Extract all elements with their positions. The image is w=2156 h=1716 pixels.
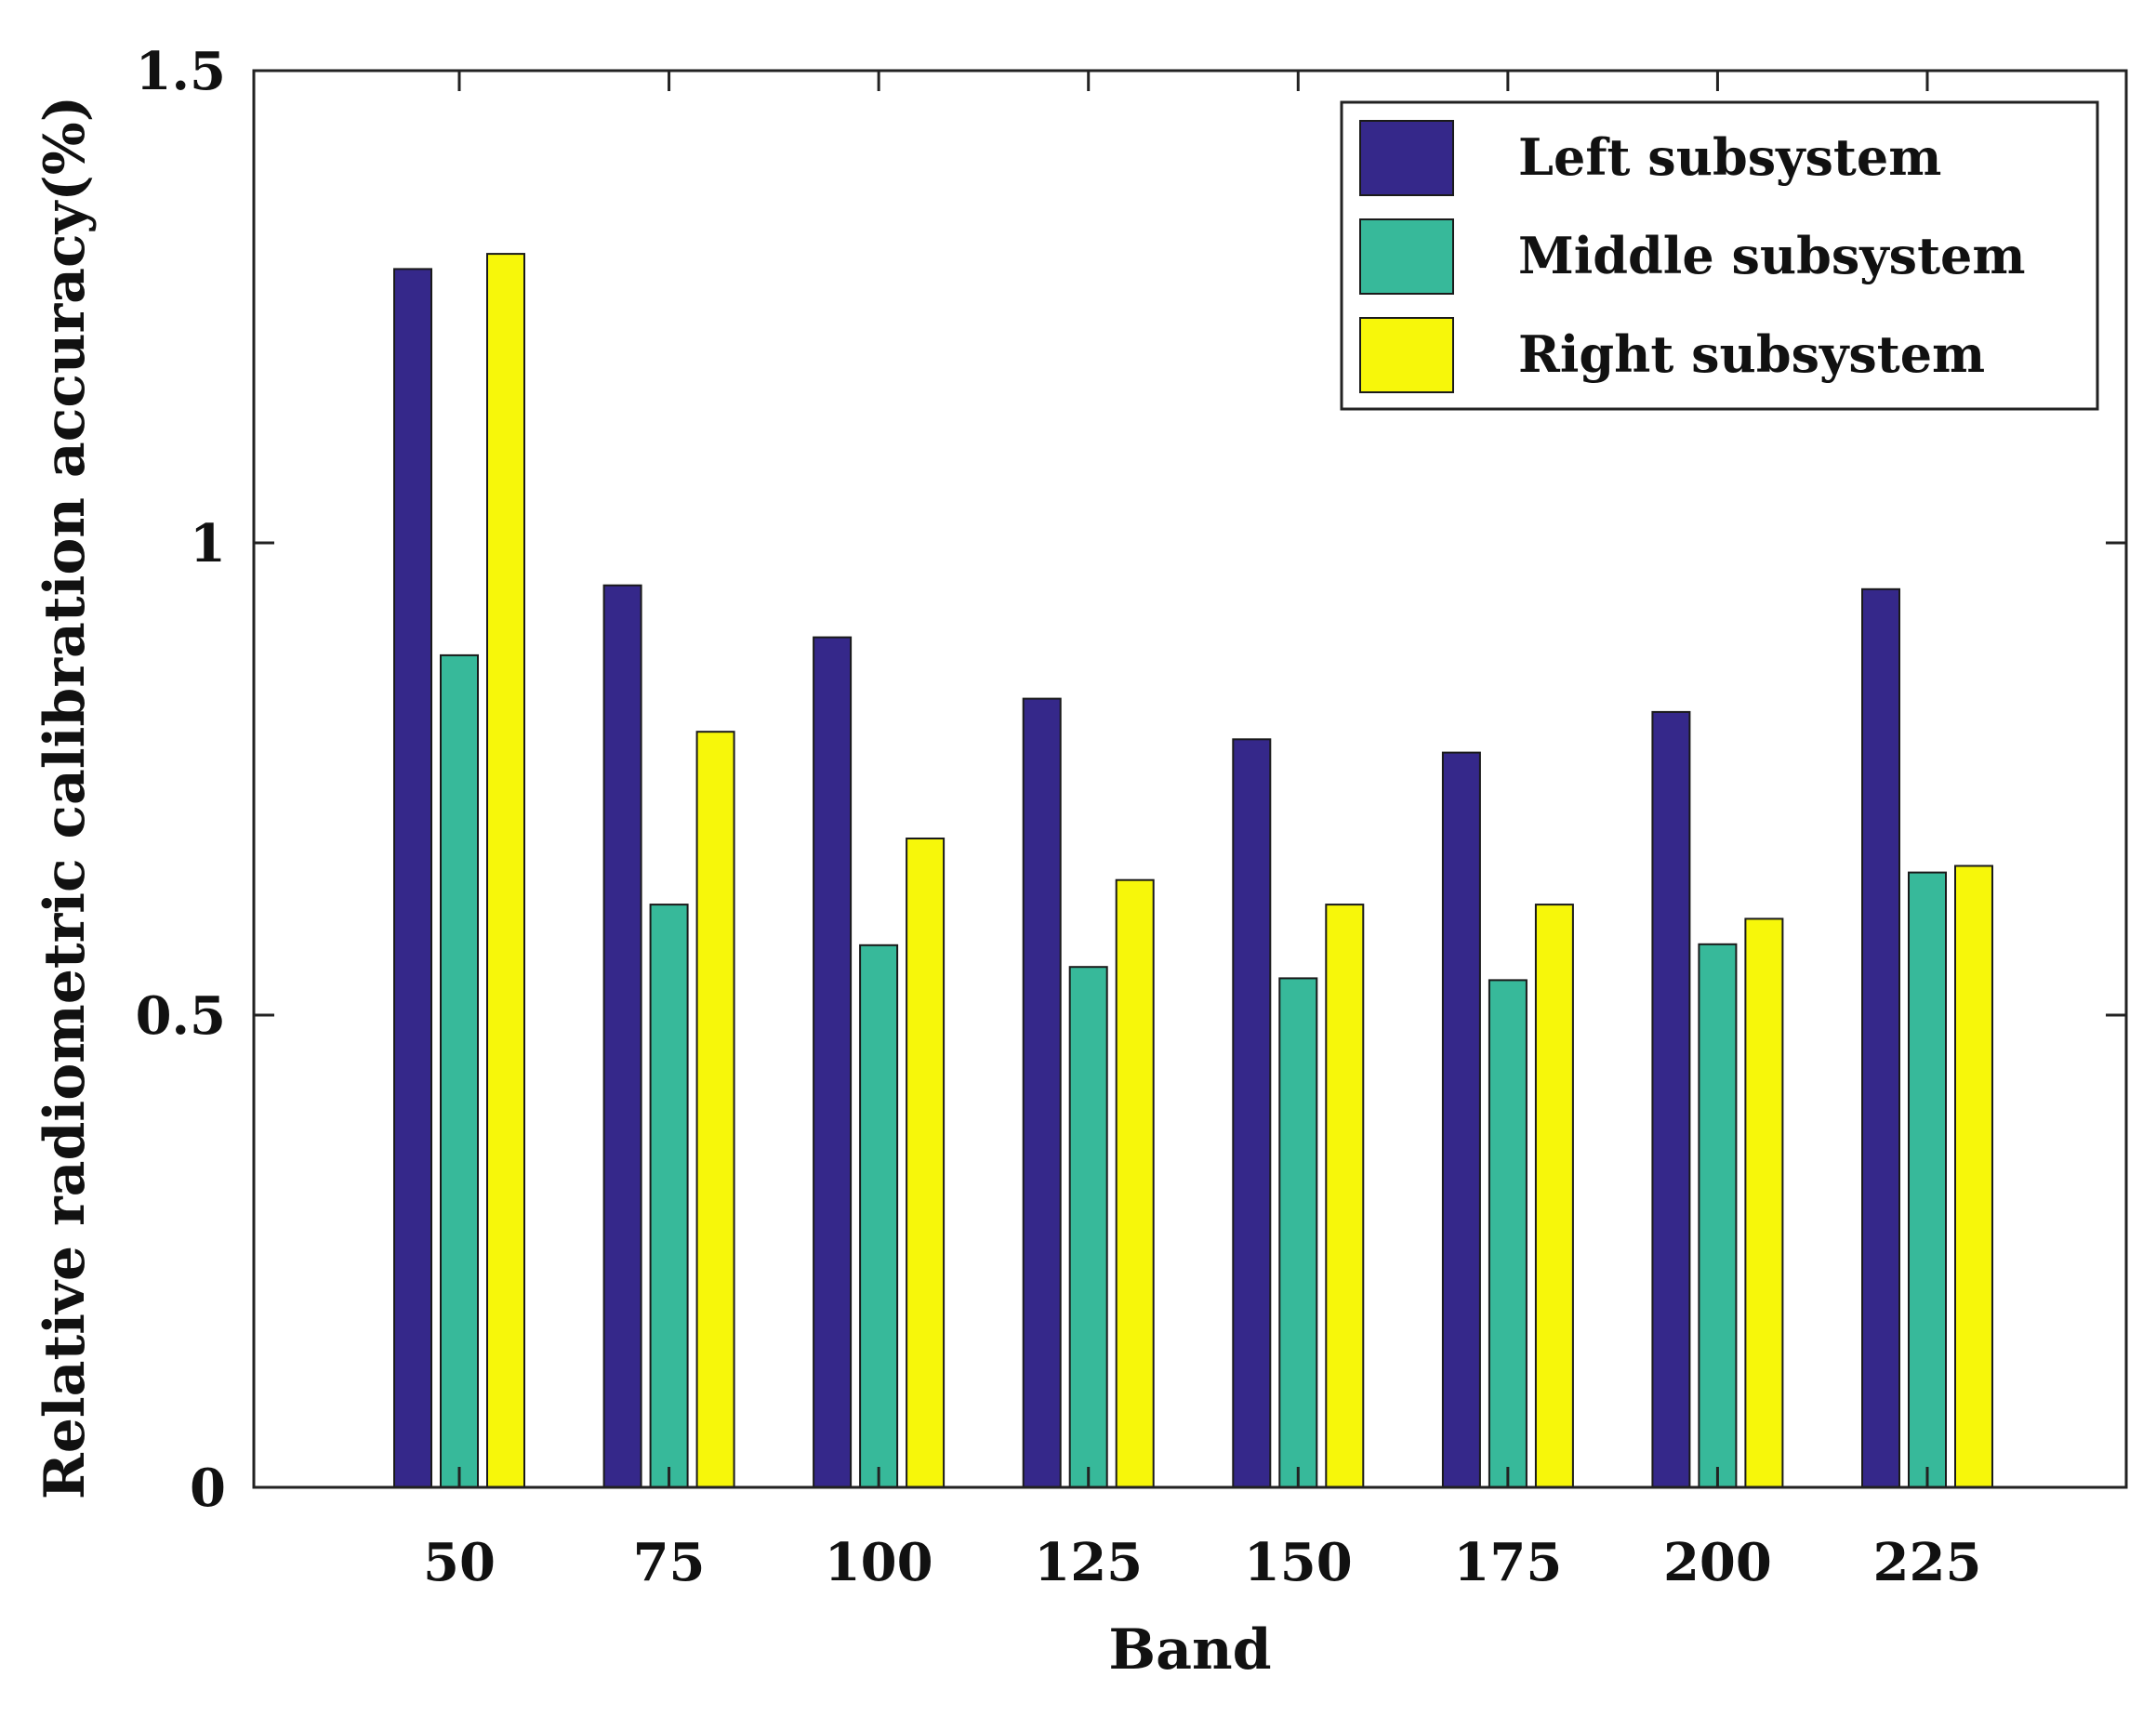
bar-left-subsystem-50 — [393, 268, 432, 1488]
bar-left-subsystem-100 — [813, 636, 853, 1488]
bar-left-subsystem-225 — [1861, 587, 1900, 1488]
bar-right-subsystem-50 — [486, 253, 525, 1489]
bar-middle-subsystem-125 — [1068, 966, 1108, 1488]
legend: Left subsystem Middle subsystem Right subs… — [1340, 100, 2099, 411]
bar-middle-subsystem-225 — [1908, 871, 1947, 1488]
bar-middle-subsystem-75 — [649, 904, 689, 1488]
legend-swatch-right-subsystem — [1359, 317, 1454, 393]
bar-right-subsystem-175 — [1534, 904, 1574, 1488]
bar-middle-subsystem-175 — [1488, 979, 1528, 1488]
bar-left-subsystem-125 — [1022, 697, 1062, 1488]
bar-left-subsystem-175 — [1441, 751, 1481, 1488]
legend-swatch-left-subsystem — [1359, 120, 1454, 196]
plot-frame — [252, 69, 2128, 1489]
x-tick-label: 75 — [633, 1532, 706, 1593]
legend-label-right-subsystem: Right subsystem — [1518, 324, 1985, 384]
bar-middle-subsystem-100 — [859, 944, 899, 1488]
x-tick-label: 175 — [1453, 1532, 1562, 1593]
bar-right-subsystem-125 — [1115, 878, 1155, 1488]
bar-middle-subsystem-150 — [1278, 977, 1318, 1488]
bar-right-subsystem-200 — [1744, 917, 1784, 1488]
x-tick-label: 50 — [423, 1532, 496, 1593]
legend-label-left-subsystem: Left subsystem — [1518, 127, 1941, 187]
y-axis-title: Relative radiometric calibration accurac… — [33, 96, 98, 1499]
bar-middle-subsystem-200 — [1698, 943, 1738, 1488]
bar-left-subsystem-200 — [1651, 710, 1691, 1488]
y-tick-label: 1 — [190, 513, 226, 574]
x-tick-label: 125 — [1034, 1532, 1143, 1593]
x-tick-label: 225 — [1873, 1532, 1982, 1593]
bar-right-subsystem-75 — [695, 731, 735, 1488]
y-tick-label: 0.5 — [136, 985, 226, 1047]
bar-left-subsystem-150 — [1232, 738, 1272, 1488]
bar-right-subsystem-150 — [1325, 904, 1365, 1488]
bar-right-subsystem-225 — [1954, 865, 1993, 1488]
bars-layer — [393, 253, 1993, 1489]
bar-middle-subsystem-50 — [440, 653, 479, 1488]
x-axis-title: Band — [1108, 1617, 1271, 1683]
y-tick-label: 1.5 — [136, 41, 226, 102]
bar-left-subsystem-75 — [602, 584, 642, 1488]
x-tick-label: 200 — [1663, 1532, 1772, 1593]
x-tick-label: 150 — [1244, 1532, 1353, 1593]
labels-layer: 0 0.5 1 1.5 50 75 100 125 150 175 200 225 Band Relati… — [33, 41, 1981, 1683]
axes-layer — [252, 69, 2128, 1489]
legend-box — [1340, 100, 2099, 411]
x-tick-label: 100 — [825, 1532, 933, 1593]
legend-swatch-middle-subsystem — [1359, 218, 1454, 295]
bar-right-subsystem-100 — [906, 838, 946, 1488]
y-tick-label: 0 — [190, 1458, 226, 1519]
legend-label-middle-subsystem: Middle subsystem — [1518, 226, 2026, 285]
